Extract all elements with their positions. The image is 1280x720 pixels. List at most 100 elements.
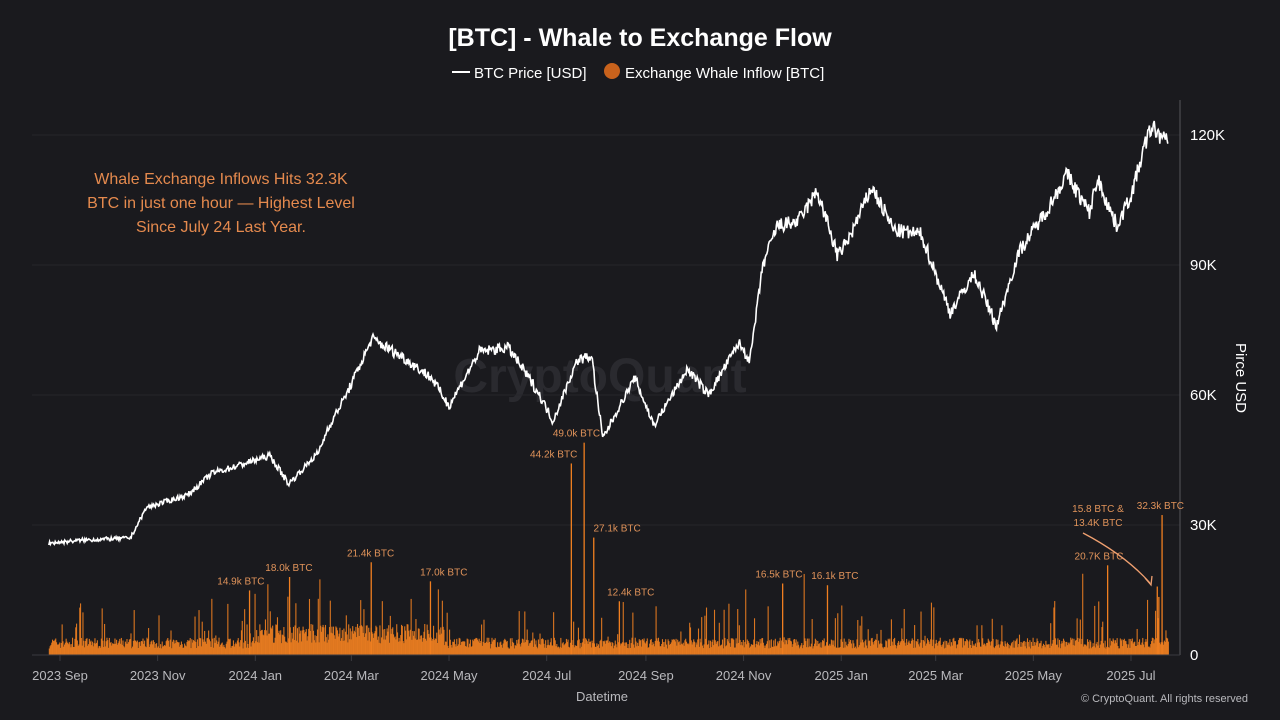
inflow-bar	[586, 641, 588, 655]
arrowhead-icon	[1144, 575, 1153, 587]
inflow-bar	[338, 633, 340, 655]
inflow-bar	[1019, 646, 1021, 655]
inflow-bar	[850, 639, 852, 655]
inflow-bar	[1113, 640, 1115, 655]
inflow-bar	[940, 645, 942, 655]
inflow-bar	[473, 639, 475, 655]
inflow-bar	[307, 636, 309, 655]
inflow-bar	[665, 639, 667, 655]
inflow-bar	[740, 645, 742, 655]
inflow-bar	[445, 641, 447, 655]
inflow-bar	[527, 640, 529, 655]
inflow-bar	[508, 648, 510, 655]
inflow-bar	[132, 640, 134, 655]
inflow-bar	[1155, 638, 1157, 655]
inflow-bar	[698, 646, 700, 655]
inflow-bar	[862, 639, 864, 655]
inflow-bar	[125, 643, 127, 655]
inflow-bar	[493, 640, 495, 655]
inflow-bar	[222, 646, 224, 655]
inflow-bar	[428, 634, 430, 655]
inflow-spike-bar	[1106, 565, 1109, 655]
inflow-bar	[780, 648, 782, 655]
inflow-bar	[99, 645, 101, 655]
inflow-bar	[173, 643, 175, 655]
inflow-bar	[324, 641, 326, 655]
inflow-bar	[595, 646, 597, 655]
inflow-bar	[621, 642, 624, 655]
inflow-bar	[1011, 641, 1013, 655]
inflow-bar	[725, 646, 727, 655]
inflow-bar	[255, 641, 257, 655]
inflow-bar	[246, 624, 248, 655]
inflow-bar	[519, 644, 521, 655]
inflow-bar	[879, 643, 881, 655]
inflow-bar	[938, 640, 940, 655]
inflow-bar	[467, 639, 469, 655]
legend-price[interactable]: BTC Price [USD]	[474, 65, 587, 82]
inflow-bar	[1105, 648, 1107, 655]
inflow-bar	[366, 625, 368, 655]
inflow-bar	[815, 640, 817, 655]
inflow-bar	[590, 647, 592, 655]
inflow-bar	[285, 641, 287, 655]
inflow-bar	[672, 640, 674, 655]
inflow-bar	[942, 644, 944, 655]
inflow-bar	[368, 627, 370, 655]
spike-label: 17.0k BTC	[420, 567, 467, 578]
inflow-bar	[601, 617, 603, 655]
inflow-bar	[349, 628, 351, 655]
x-tick-label: 2023 Nov	[130, 668, 186, 683]
inflow-bar	[892, 645, 894, 655]
inflow-bar	[1139, 639, 1141, 655]
inflow-bar	[794, 642, 796, 655]
inflow-bar	[630, 643, 632, 655]
inflow-bar	[406, 624, 408, 655]
inflow-bar	[606, 640, 608, 655]
inflow-bar	[465, 646, 467, 655]
legend-inflow[interactable]: Exchange Whale Inflow [BTC]	[625, 65, 824, 82]
inflow-bar	[1107, 647, 1109, 655]
inflow-bar	[658, 641, 660, 655]
inflow-bar	[856, 639, 858, 655]
inflow-bar	[866, 648, 868, 655]
inflow-bar	[642, 640, 644, 655]
inflow-bar	[721, 639, 724, 655]
inflow-bar	[936, 643, 938, 655]
inflow-bar	[871, 637, 873, 655]
inflow-bar	[441, 600, 443, 655]
inflow-bar	[126, 639, 128, 655]
inflow-bar	[749, 646, 752, 655]
inflow-bar	[392, 634, 395, 655]
inflow-bar	[1140, 645, 1142, 655]
inflow-bar	[946, 640, 948, 655]
inflow-bar	[928, 641, 930, 655]
inflow-bar	[924, 635, 926, 655]
inflow-bar	[232, 645, 234, 655]
inflow-bar	[276, 624, 278, 655]
inflow-bar	[1017, 647, 1019, 655]
inflow-bar	[1138, 641, 1140, 655]
inflow-bar	[1160, 642, 1162, 655]
inflow-bar	[301, 630, 303, 655]
inflow-bar	[941, 646, 943, 655]
inflow-bar	[1141, 642, 1143, 655]
inflow-bar	[332, 626, 335, 655]
inflow-bar	[321, 627, 323, 655]
inflow-bar	[509, 638, 511, 655]
inflow-bar	[400, 624, 403, 655]
inflow-bar	[576, 645, 578, 655]
inflow-bar	[609, 641, 611, 655]
inflow-bar	[852, 640, 854, 655]
inflow-bar	[742, 640, 744, 655]
inflow-bar	[797, 641, 799, 655]
inflow-bar	[1072, 645, 1074, 655]
inflow-bar	[785, 639, 787, 655]
inflow-bar	[304, 631, 307, 655]
inflow-bar	[1091, 646, 1093, 655]
inflow-bar	[557, 647, 559, 655]
inflow-bar	[949, 639, 951, 655]
inflow-bar	[277, 633, 279, 655]
inflow-bar	[103, 647, 105, 655]
inflow-bar	[465, 646, 467, 655]
